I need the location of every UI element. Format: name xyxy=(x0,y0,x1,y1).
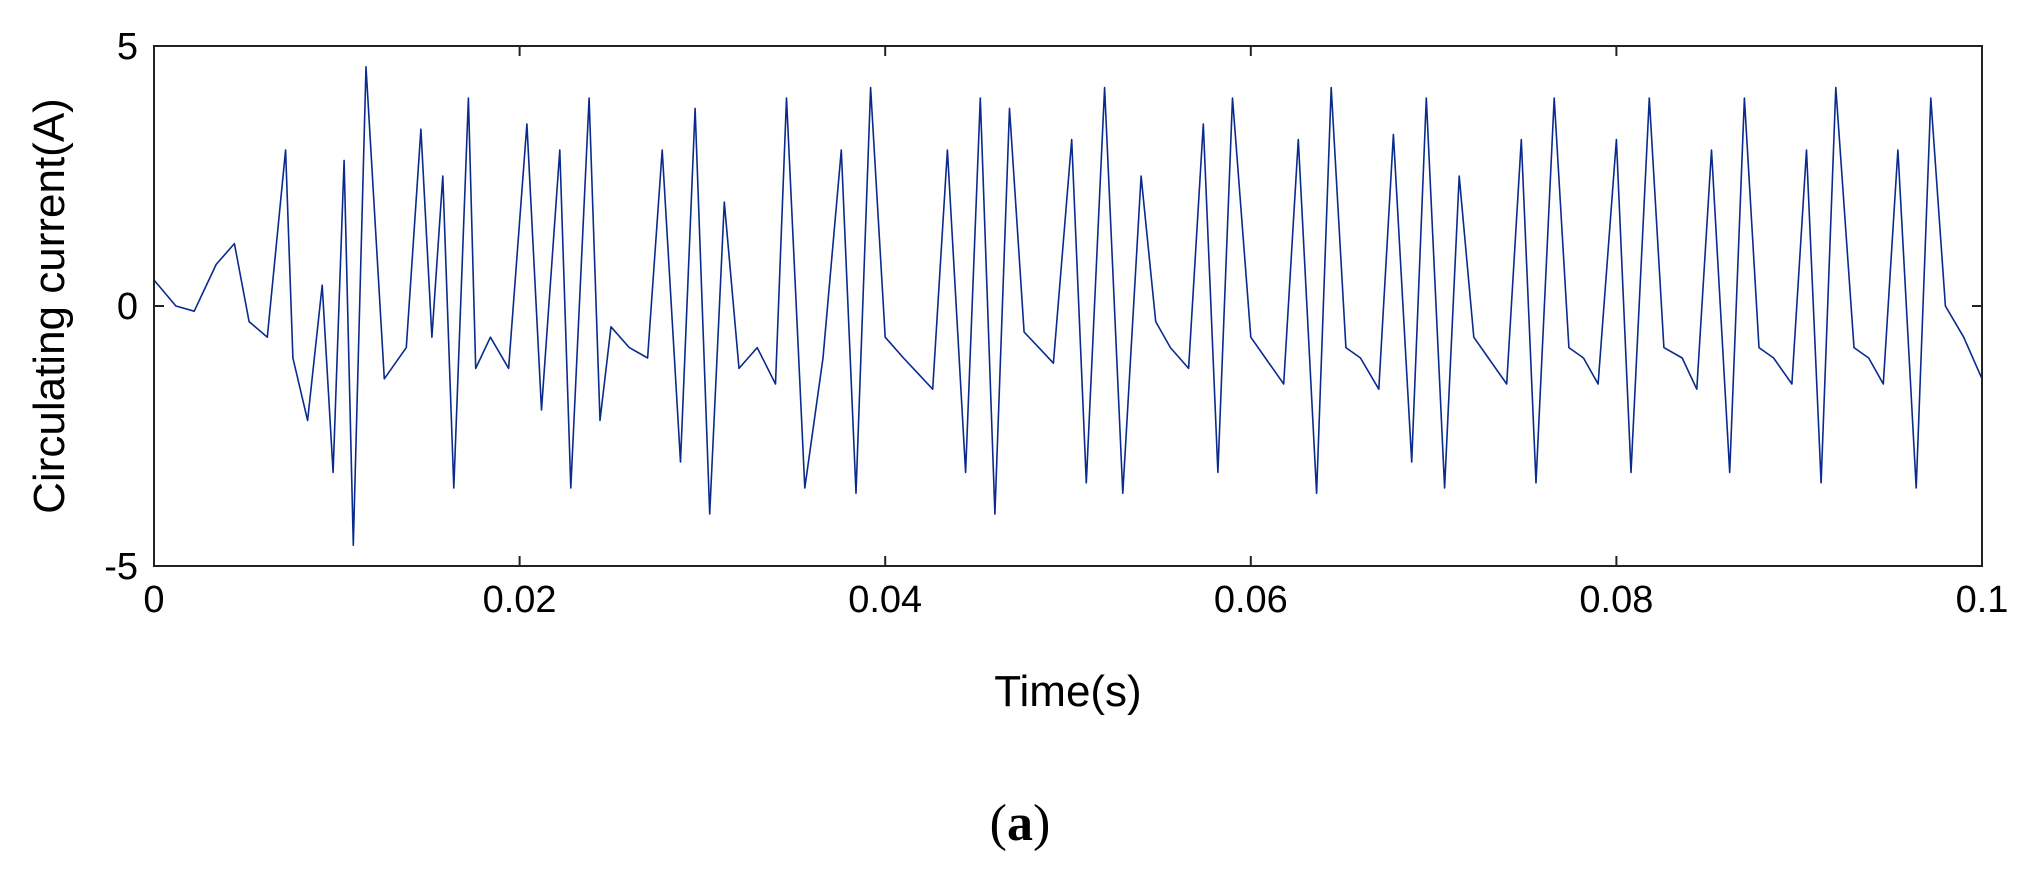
x-axis-title: Time(s) xyxy=(994,667,1141,716)
x-axis: 0 0.02 0.04 0.06 0.08 0.1 xyxy=(143,46,2008,621)
y-tick-label: 5 xyxy=(117,26,138,68)
y-tick-label: 0 xyxy=(117,286,138,328)
panel-label: (a) xyxy=(990,795,1051,852)
y-axis: -5 0 5 xyxy=(104,26,1982,588)
x-tick-label: 0.1 xyxy=(1956,579,2009,621)
x-tick-label: 0.06 xyxy=(1214,579,1288,621)
plot-area xyxy=(154,46,1982,566)
x-tick-label: 0.04 xyxy=(848,579,922,621)
y-axis-title: Circulating current(A) xyxy=(25,98,74,514)
series-line-circulating-current xyxy=(153,66,1983,547)
x-tick-label: 0.08 xyxy=(1579,579,1653,621)
panel-label-letter: a xyxy=(1007,795,1033,852)
panel-label-open-paren: ( xyxy=(990,795,1007,852)
panel-label-close-paren: ) xyxy=(1033,795,1050,852)
x-tick-label: 0.02 xyxy=(483,579,557,621)
y-tick-label: -5 xyxy=(104,546,138,588)
x-tick-label: 0 xyxy=(143,579,164,621)
